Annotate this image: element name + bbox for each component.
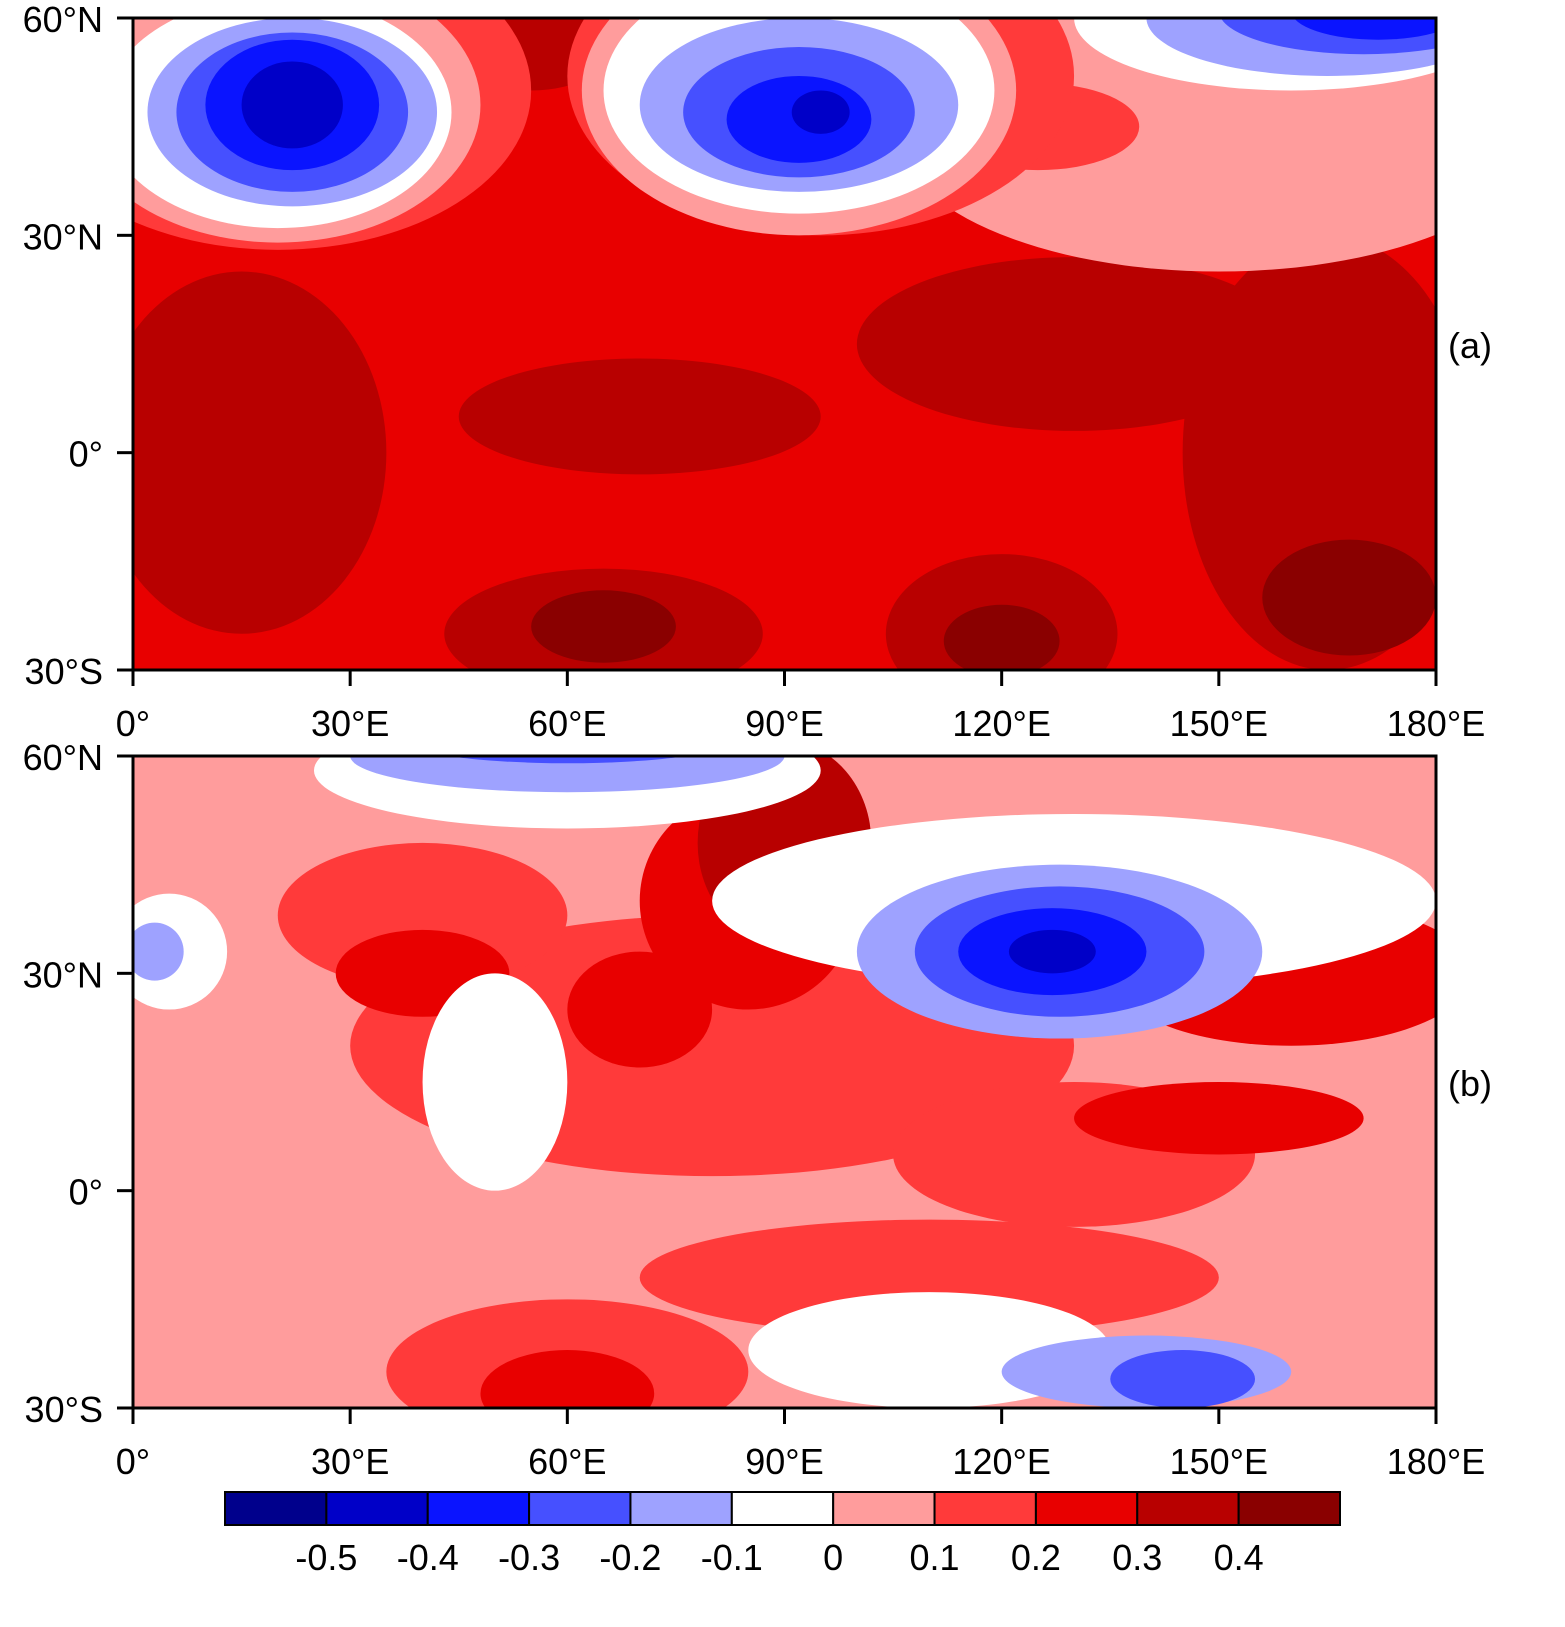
contour-fill [133,271,387,634]
contour-fill [458,358,821,475]
colorbar-label: -0.4 [397,1537,459,1578]
y-tick-label: 60°N [23,737,103,778]
contour-fill [1008,929,1096,974]
colorbar-label: 0.3 [1112,1537,1162,1578]
y-tick-label: 30°S [25,651,103,692]
colorbar-label: -0.2 [599,1537,661,1578]
x-tick-label: 30°E [311,1441,389,1482]
x-tick-label: 150°E [1170,703,1268,744]
colorbar-box [426,1491,531,1526]
colorbar-label: 0.2 [1011,1537,1061,1578]
colorbar-box [1034,1491,1139,1526]
contour-fill [448,756,686,764]
contour-fill [1074,1082,1364,1155]
x-tick-label: 120°E [952,1441,1050,1482]
contour-fill [350,756,785,793]
x-tick-label: 150°E [1170,1441,1268,1482]
contour-fill [241,61,343,149]
x-tick-label: 180°E [1387,1441,1485,1482]
y-tick-label: 30°N [23,216,103,257]
colorbar-label: 0.4 [1214,1537,1264,1578]
contour-fill [1262,539,1436,656]
colorbar-label: -0.1 [701,1537,763,1578]
contour-fill [1294,18,1436,40]
y-tick-label: 60°N [23,0,103,40]
contour-fill [133,922,184,981]
contour-fill [422,973,568,1191]
x-tick-label: 0° [116,703,150,744]
y-tick-label: 0° [69,434,103,475]
contour-fill [856,257,1292,431]
contour-fill [480,1350,655,1408]
contour-fill [531,590,676,663]
y-tick-label: 0° [69,1172,103,1213]
colorbar-box [224,1491,328,1526]
panel-label: (a) [1448,325,1492,366]
panel-label: (b) [1448,1063,1492,1104]
colorbar-box [528,1491,632,1526]
contour-fill [639,1219,1219,1336]
colorbar-label: -0.5 [295,1537,357,1578]
x-tick-label: 30°E [311,703,389,744]
x-tick-label: 60°E [528,703,606,744]
x-tick-label: 120°E [952,703,1050,744]
colorbar-box [325,1491,429,1526]
colorbar-label: -0.3 [498,1537,560,1578]
y-tick-label: 30°N [23,954,103,995]
x-tick-label: 180°E [1387,703,1485,744]
colorbar-box [1237,1491,1341,1526]
contour-fill [567,951,713,1068]
colorbar-box [1136,1491,1240,1526]
colorbar-label: 0 [823,1537,843,1578]
x-tick-label: 90°E [745,1441,823,1482]
x-tick-label: 0° [116,1441,150,1482]
x-tick-label: 90°E [745,703,823,744]
colorbar-box [832,1491,936,1526]
colorbar-box [730,1491,835,1526]
contour-fill [791,90,850,134]
contour-fill [1110,1350,1256,1408]
contour-field [133,18,1436,670]
colorbar-box [629,1491,733,1526]
contour-fill [943,604,1060,670]
colorbar-label: 0.1 [910,1537,960,1578]
x-tick-label: 60°E [528,1441,606,1482]
contour-field [133,756,1436,1408]
colorbar-box [933,1491,1037,1526]
y-tick-label: 30°S [25,1389,103,1430]
